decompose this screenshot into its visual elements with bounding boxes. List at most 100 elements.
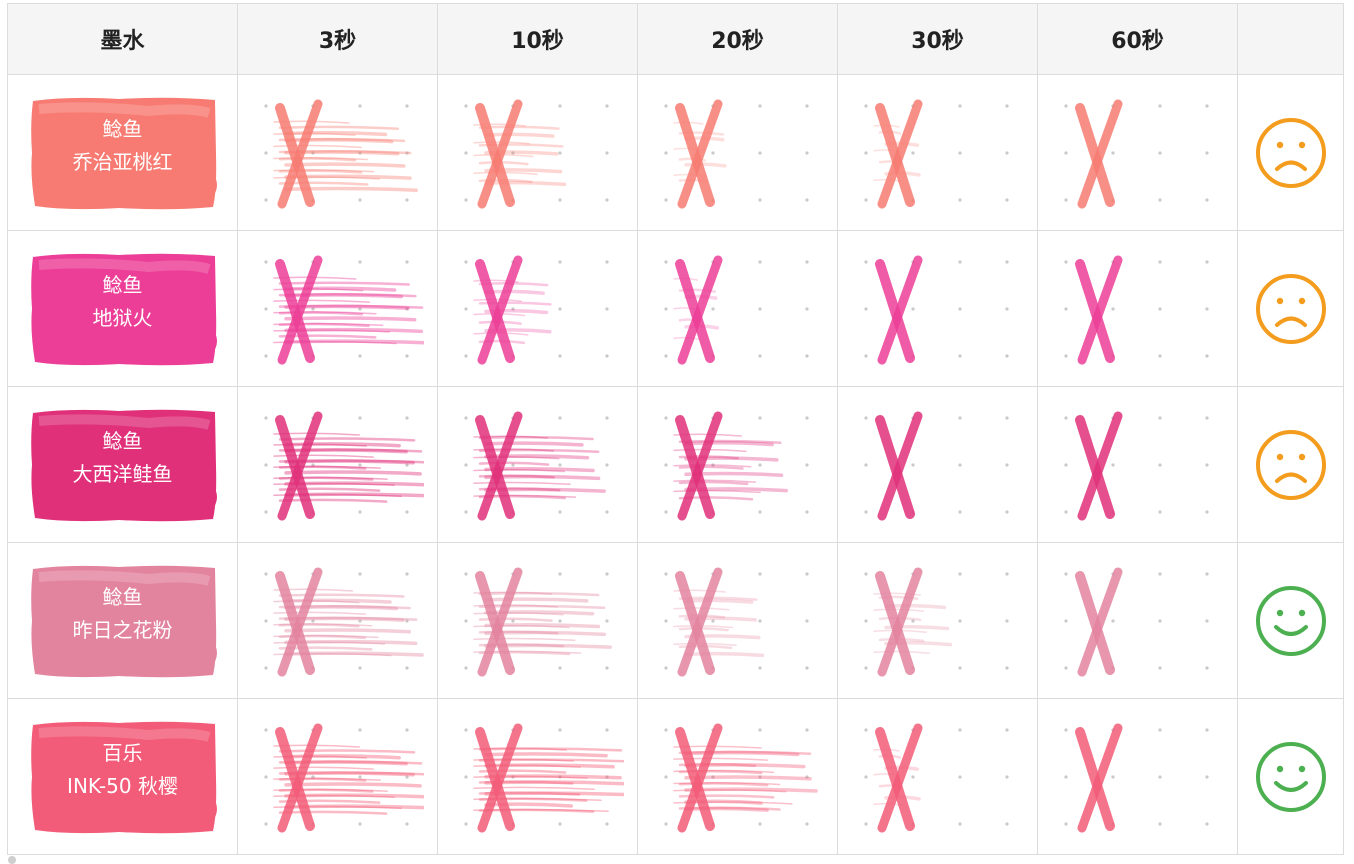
ink-swatch: 鲶鱼 乔治亚桃红	[29, 95, 217, 211]
smudge-sample	[663, 567, 809, 676]
smudge-sample	[663, 255, 809, 364]
ink-name: 昨日之花粉	[72, 617, 173, 642]
sample-cell	[437, 386, 638, 543]
sample-cell	[837, 698, 1038, 855]
sample-cell	[637, 230, 838, 387]
header-20s: 20秒	[637, 3, 838, 75]
sample-cell	[1037, 230, 1238, 387]
sample-cell	[1037, 386, 1238, 543]
ink-swatch: 鲶鱼 大西洋鲑鱼	[29, 407, 217, 523]
sample-cell	[437, 698, 638, 855]
smudge-sample	[863, 411, 1009, 520]
sample-cell	[637, 74, 838, 231]
smudge-sample	[263, 723, 424, 832]
smudge-sample	[1063, 723, 1209, 832]
ink-swatch: 百乐 INK-50 秋樱	[29, 719, 217, 835]
smudge-sample	[663, 99, 809, 208]
ink-name-label: 百乐 INK-50 秋樱	[29, 737, 217, 803]
smudge-sample	[863, 723, 1009, 832]
ink-row: 鲶鱼 昨日之花粉	[7, 542, 1344, 699]
ink-cell: 鲶鱼 乔治亚桃红	[7, 74, 238, 231]
smudge-sample	[263, 255, 424, 364]
header-rating	[1237, 3, 1344, 75]
smudge-sample	[463, 567, 612, 676]
sample-cell	[237, 698, 438, 855]
smudge-sample	[463, 255, 609, 364]
ink-cell: 鲶鱼 昨日之花粉	[7, 542, 238, 699]
rating-cell	[1237, 230, 1344, 387]
ink-name-label: 鲶鱼 昨日之花粉	[29, 581, 217, 647]
ink-cell: 鲶鱼 大西洋鲑鱼	[7, 386, 238, 543]
smudge-sample	[1063, 411, 1209, 520]
smudge-sample	[463, 723, 624, 832]
ink-name: 乔治亚桃红	[72, 149, 173, 174]
smudge-sample	[263, 411, 424, 520]
ink-name-label: 鲶鱼 乔治亚桃红	[29, 113, 217, 179]
sample-cell	[437, 542, 638, 699]
smudge-sample	[663, 411, 809, 520]
ink-cell: 鲶鱼 地狱火	[7, 230, 238, 387]
ink-name-label: 鲶鱼 地狱火	[29, 269, 217, 335]
sample-cell	[637, 386, 838, 543]
sample-cell	[837, 74, 1038, 231]
header-10s: 10秒	[437, 3, 638, 75]
ink-brand: 鲶鱼	[102, 116, 143, 141]
sample-cell	[837, 386, 1038, 543]
sample-cell	[237, 386, 438, 543]
ink-row: 鲶鱼 大西洋鲑鱼	[7, 386, 1344, 543]
ink-brand: 鲶鱼	[102, 428, 143, 453]
rating-cell	[1237, 542, 1344, 699]
smile-face-icon	[1255, 741, 1326, 812]
ink-name: 大西洋鲑鱼	[72, 461, 173, 486]
ink-name: INK-50 秋樱	[67, 773, 178, 798]
ink-name: 地狱火	[92, 305, 153, 330]
sample-cell	[237, 230, 438, 387]
ink-smudge-table: 墨水 3秒 10秒 20秒 30秒 60秒 鲶鱼 乔治亚桃红 鲶鱼 地狱火 鲶鱼 大西洋鲑…	[7, 3, 1344, 855]
sample-cell	[837, 230, 1038, 387]
header-row: 墨水 3秒 10秒 20秒 30秒 60秒	[7, 3, 1344, 75]
smudge-sample	[1063, 255, 1209, 364]
smudge-sample	[263, 567, 424, 676]
smudge-sample	[463, 411, 609, 520]
smudge-sample	[863, 567, 1009, 676]
smudge-sample	[263, 99, 418, 208]
sad-face-icon	[1255, 117, 1326, 188]
header-3s: 3秒	[237, 3, 438, 75]
sample-cell	[1037, 74, 1238, 231]
ink-swatch: 鲶鱼 昨日之花粉	[29, 563, 217, 679]
rating-cell	[1237, 74, 1344, 231]
sample-cell	[837, 542, 1038, 699]
ink-brand: 鲶鱼	[102, 584, 143, 609]
ink-swatch: 鲶鱼 地狱火	[29, 251, 217, 367]
sample-cell	[637, 698, 838, 855]
smudge-sample	[663, 723, 818, 832]
ink-row: 鲶鱼 地狱火	[7, 230, 1344, 387]
ink-name-label: 鲶鱼 大西洋鲑鱼	[29, 425, 217, 491]
sample-cell	[437, 230, 638, 387]
smudge-sample	[1063, 567, 1209, 676]
header-60s: 60秒	[1037, 3, 1238, 75]
ink-row: 百乐 INK-50 秋樱	[7, 698, 1344, 855]
rating-cell	[1237, 386, 1344, 543]
header-ink: 墨水	[7, 3, 238, 75]
rating-cell	[1237, 698, 1344, 855]
smudge-sample	[863, 255, 1009, 364]
sample-cell	[637, 542, 838, 699]
ink-brand: 鲶鱼	[102, 272, 143, 297]
sample-cell	[237, 74, 438, 231]
header-30s: 30秒	[837, 3, 1038, 75]
smudge-sample	[863, 99, 1009, 208]
sample-cell	[437, 74, 638, 231]
smile-face-icon	[1255, 585, 1326, 656]
page-dot	[8, 856, 16, 864]
ink-cell: 百乐 INK-50 秋樱	[7, 698, 238, 855]
smudge-sample	[463, 99, 609, 208]
sample-cell	[237, 542, 438, 699]
ink-brand: 百乐	[102, 740, 143, 765]
smudge-sample	[1063, 99, 1209, 208]
ink-row: 鲶鱼 乔治亚桃红	[7, 74, 1344, 231]
sad-face-icon	[1255, 273, 1326, 344]
sample-cell	[1037, 542, 1238, 699]
sad-face-icon	[1255, 429, 1326, 500]
sample-cell	[1037, 698, 1238, 855]
